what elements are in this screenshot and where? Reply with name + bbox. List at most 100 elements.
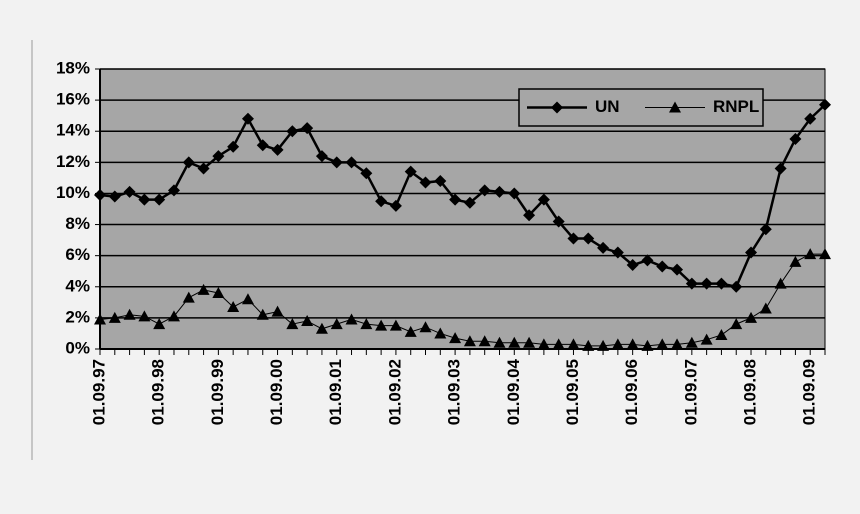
triangle-marker xyxy=(582,339,595,351)
diamond-marker xyxy=(108,190,121,203)
diamond-marker xyxy=(626,259,639,271)
diamond-marker xyxy=(656,260,669,273)
diamond-marker xyxy=(685,277,698,290)
y-tick-label: 18% xyxy=(56,58,90,77)
diamond-marker xyxy=(241,112,254,125)
diamond-marker xyxy=(256,139,269,152)
diamond-marker xyxy=(582,232,595,245)
diamond-marker xyxy=(286,125,299,138)
x-tick-label: 01.09.06 xyxy=(622,359,641,425)
triangle-marker xyxy=(167,310,180,322)
y-tick-label: 12% xyxy=(56,152,90,171)
triangle-marker xyxy=(108,311,121,323)
diamond-marker xyxy=(523,209,536,222)
triangle-marker xyxy=(182,291,195,303)
triangle-marker xyxy=(745,311,758,323)
diamond-marker xyxy=(123,185,136,198)
triangle-marker xyxy=(404,325,417,337)
triangle-marker xyxy=(197,283,210,295)
y-tick-label: 2% xyxy=(65,307,90,326)
triangle-marker xyxy=(759,302,772,314)
triangle-marker xyxy=(449,332,462,344)
diamond-marker xyxy=(537,193,550,206)
x-tick-label: 01.09.08 xyxy=(741,359,760,425)
diamond-marker xyxy=(330,156,343,169)
triangle-marker xyxy=(789,255,802,267)
diamond-marker xyxy=(789,133,802,145)
triangle-marker xyxy=(271,305,284,317)
diamond-marker xyxy=(449,193,462,206)
triangle-marker xyxy=(669,101,681,113)
triangle-marker xyxy=(685,336,698,348)
x-tick-label: 01.09.02 xyxy=(385,359,404,425)
diamond-marker xyxy=(478,184,491,197)
diamond-marker xyxy=(167,184,180,197)
x-tick-label: 01.09.05 xyxy=(563,359,582,425)
triangle-marker xyxy=(493,336,506,348)
triangle-marker xyxy=(715,329,728,340)
legend-label: RNPL xyxy=(713,97,759,116)
diamond-marker xyxy=(730,280,743,293)
diamond-marker xyxy=(212,150,225,163)
diamond-marker xyxy=(551,101,563,114)
diamond-marker xyxy=(197,162,210,175)
triangle-marker xyxy=(611,338,624,350)
triangle-marker xyxy=(123,308,136,320)
x-tick-label: 01.09.99 xyxy=(208,359,227,425)
triangle-marker xyxy=(626,338,639,350)
triangle-marker xyxy=(212,287,225,298)
diamond-marker xyxy=(597,241,610,254)
triangle-marker xyxy=(315,322,328,334)
triangle-marker xyxy=(552,338,565,350)
triangle-marker xyxy=(700,333,713,345)
diamond-marker xyxy=(434,175,447,187)
triangle-marker xyxy=(256,308,269,320)
triangle-marker xyxy=(227,301,240,312)
diamond-marker xyxy=(404,165,417,178)
y-tick-label: 14% xyxy=(56,121,90,140)
y-tick-label: 4% xyxy=(65,276,90,295)
triangle-marker xyxy=(463,335,476,347)
triangle-marker xyxy=(419,321,432,333)
diamond-marker xyxy=(671,263,684,276)
diamond-marker xyxy=(759,223,772,236)
diamond-marker xyxy=(375,195,388,208)
triangle-marker xyxy=(478,335,491,347)
triangle-marker xyxy=(774,277,787,289)
diamond-marker xyxy=(700,277,713,290)
triangle-marker xyxy=(138,310,151,322)
diamond-marker xyxy=(389,199,402,212)
diamond-marker xyxy=(182,156,195,169)
legend xyxy=(518,88,764,127)
y-tick-label: 0% xyxy=(65,338,90,357)
triangle-marker xyxy=(301,315,314,326)
triangle-marker xyxy=(153,318,166,330)
x-tick-label: 01.09.98 xyxy=(149,359,168,425)
triangle-marker xyxy=(567,338,580,350)
triangle-marker xyxy=(641,339,654,351)
triangle-marker xyxy=(241,293,254,305)
x-tick-label: 01.09.00 xyxy=(267,359,286,425)
triangle-marker xyxy=(434,327,447,339)
diamond-marker xyxy=(360,167,373,180)
triangle-marker xyxy=(819,248,831,260)
triangle-marker xyxy=(286,318,299,330)
triangle-marker xyxy=(389,319,402,331)
diamond-marker xyxy=(419,176,432,189)
y-tick-label: 8% xyxy=(65,214,90,233)
triangle-marker xyxy=(730,318,743,330)
y-tick-label: 10% xyxy=(56,183,90,202)
triangle-marker xyxy=(360,318,373,330)
y-tick-label: 16% xyxy=(56,90,90,109)
triangle-marker xyxy=(94,313,106,325)
diamond-marker xyxy=(745,246,758,259)
diamond-marker xyxy=(463,196,476,209)
diamond-marker xyxy=(227,140,240,153)
diamond-marker xyxy=(271,143,284,156)
y-tick-label: 6% xyxy=(65,245,90,264)
triangle-marker xyxy=(375,319,388,331)
diamond-marker xyxy=(345,156,358,169)
triangle-marker xyxy=(508,336,521,348)
triangle-marker xyxy=(656,338,669,350)
